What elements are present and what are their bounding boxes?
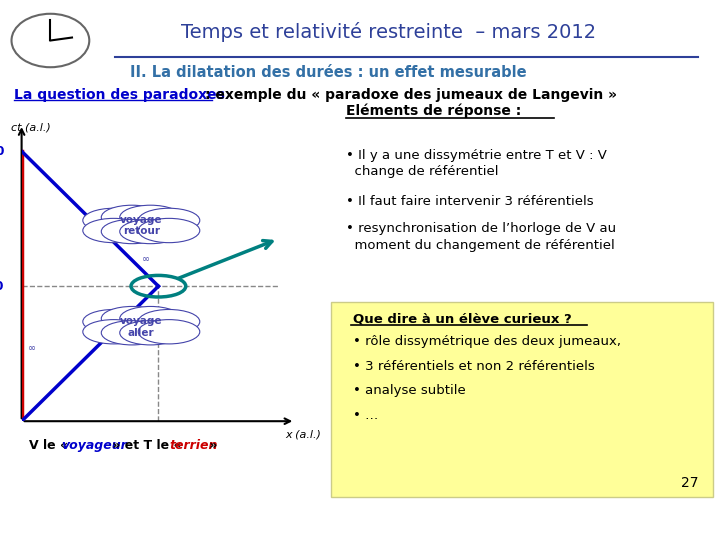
- Circle shape: [83, 309, 145, 334]
- Circle shape: [129, 213, 191, 238]
- Circle shape: [120, 205, 181, 229]
- Text: » et T le «: » et T le «: [108, 439, 186, 452]
- Text: • 3 référentiels et non 2 référentiels: • 3 référentiels et non 2 référentiels: [353, 360, 595, 373]
- Text: x (a.l.): x (a.l.): [285, 429, 321, 440]
- Text: : exemple du « paradoxe des jumeaux de Langevin »: : exemple du « paradoxe des jumeaux de L…: [205, 87, 617, 102]
- Circle shape: [129, 314, 191, 339]
- Text: • Il y a une dissymétrie entre T et V : V
  change de référentiel: • Il y a une dissymétrie entre T et V : …: [346, 148, 606, 179]
- Text: Que dire à un élève curieux ?: Que dire à un élève curieux ?: [353, 312, 572, 325]
- Text: terrien: terrien: [169, 439, 217, 452]
- Circle shape: [120, 321, 181, 345]
- Circle shape: [102, 321, 163, 345]
- Circle shape: [111, 314, 172, 339]
- Text: • Il faut faire intervenir 3 référentiels: • Il faut faire intervenir 3 référentiel…: [346, 195, 593, 208]
- Circle shape: [138, 208, 199, 233]
- Text: voyage
aller: voyage aller: [120, 316, 163, 338]
- Text: Temps et relativité restreinte  – mars 2012: Temps et relativité restreinte – mars 20…: [181, 22, 596, 43]
- Circle shape: [138, 218, 199, 242]
- Circle shape: [83, 218, 145, 242]
- Circle shape: [102, 307, 163, 330]
- Circle shape: [92, 314, 153, 339]
- Circle shape: [102, 219, 163, 244]
- Text: ct (a.l.): ct (a.l.): [12, 123, 51, 133]
- Circle shape: [111, 213, 172, 238]
- FancyBboxPatch shape: [331, 302, 713, 497]
- Text: voyage
retour: voyage retour: [120, 214, 163, 237]
- Circle shape: [138, 309, 199, 334]
- Text: • rôle dissymétrique des deux jumeaux,: • rôle dissymétrique des deux jumeaux,: [353, 335, 621, 348]
- Text: • analyse subtile: • analyse subtile: [353, 384, 466, 397]
- Text: ∞: ∞: [143, 254, 150, 264]
- Circle shape: [138, 320, 199, 344]
- Text: 27: 27: [681, 476, 698, 490]
- Text: • …: • …: [353, 409, 378, 422]
- Text: ∞: ∞: [28, 343, 36, 353]
- Circle shape: [83, 320, 145, 344]
- Text: voyageur: voyageur: [61, 439, 127, 452]
- Circle shape: [120, 307, 181, 330]
- Text: II. La dilatation des durées : un effet mesurable: II. La dilatation des durées : un effet …: [130, 65, 526, 80]
- Circle shape: [83, 208, 145, 233]
- Text: V le «: V le «: [29, 439, 72, 452]
- Circle shape: [102, 205, 163, 229]
- Circle shape: [92, 213, 153, 238]
- Text: Eléments de réponse :: Eléments de réponse :: [346, 104, 521, 118]
- Text: 20: 20: [0, 145, 4, 158]
- Circle shape: [120, 219, 181, 244]
- Circle shape: [12, 14, 89, 68]
- Text: 10: 10: [0, 280, 4, 293]
- Text: • resynchronisation de l’horloge de V au
  moment du changement de référentiel: • resynchronisation de l’horloge de V au…: [346, 222, 616, 253]
- Text: La question des paradoxes: La question des paradoxes: [14, 87, 230, 102]
- Text: »: »: [205, 439, 217, 452]
